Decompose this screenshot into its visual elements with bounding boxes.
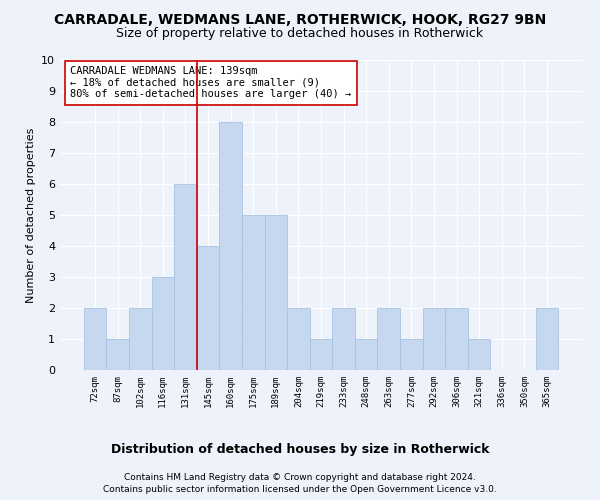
Bar (242, 215, 265, 370)
Bar (152, 277, 174, 370)
Text: CARRADALE, WEDMANS LANE, ROTHERWICK, HOOK, RG27 9BN: CARRADALE, WEDMANS LANE, ROTHERWICK, HOO… (54, 12, 546, 26)
Bar (445, 308, 468, 370)
Bar (197, 246, 220, 370)
Bar (129, 308, 152, 370)
Bar (310, 339, 332, 370)
Bar (332, 308, 355, 370)
Text: Contains public sector information licensed under the Open Government Licence v3: Contains public sector information licen… (103, 485, 497, 494)
Text: Size of property relative to detached houses in Rotherwick: Size of property relative to detached ho… (116, 28, 484, 40)
Text: Contains HM Land Registry data © Crown copyright and database right 2024.: Contains HM Land Registry data © Crown c… (124, 472, 476, 482)
Text: Distribution of detached houses by size in Rotherwick: Distribution of detached houses by size … (111, 442, 489, 456)
Bar (287, 308, 310, 370)
Bar (265, 215, 287, 370)
Bar (220, 122, 242, 370)
Bar (536, 308, 558, 370)
Text: CARRADALE WEDMANS LANE: 139sqm
← 18% of detached houses are smaller (9)
80% of s: CARRADALE WEDMANS LANE: 139sqm ← 18% of … (70, 66, 352, 100)
Bar (377, 308, 400, 370)
Bar (355, 339, 377, 370)
Y-axis label: Number of detached properties: Number of detached properties (26, 128, 35, 302)
Bar (400, 339, 422, 370)
Bar (174, 184, 197, 370)
Bar (468, 339, 490, 370)
Bar (106, 339, 129, 370)
Bar (84, 308, 106, 370)
Bar (422, 308, 445, 370)
